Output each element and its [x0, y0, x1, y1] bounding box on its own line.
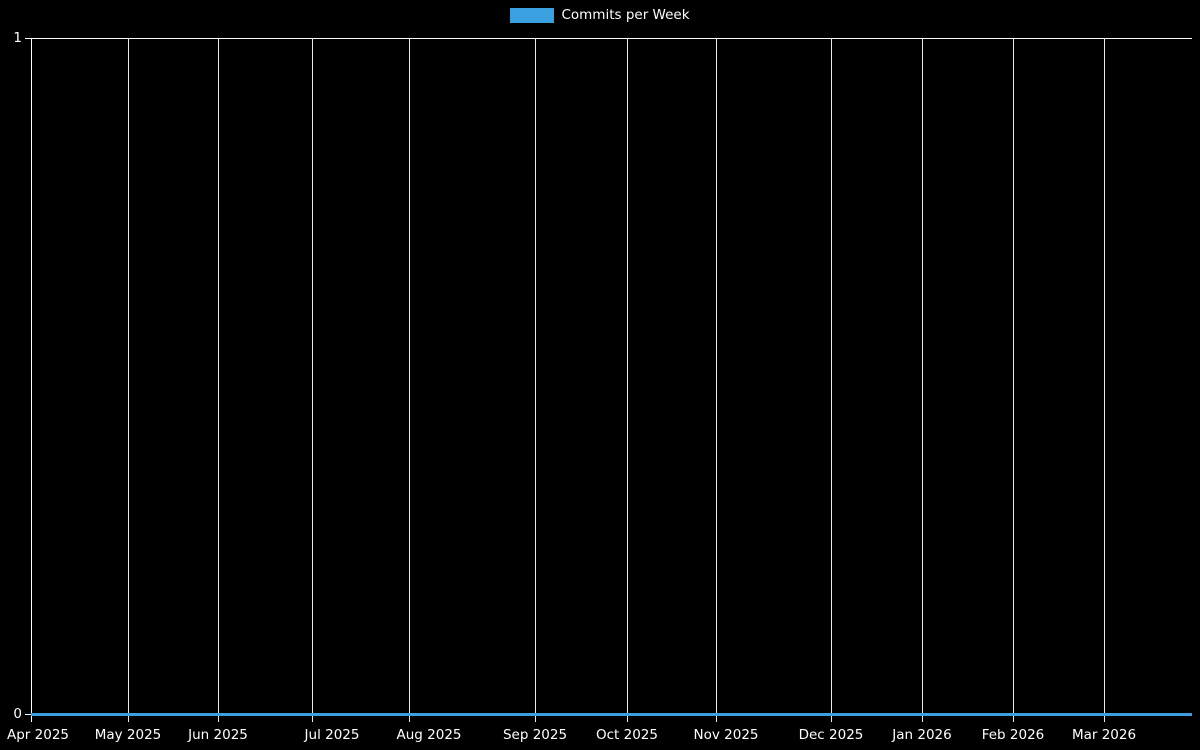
gridline-x-jul-2025 — [312, 38, 313, 722]
y-tick-mark-1 — [25, 38, 31, 39]
x-tick-label-nov-2025: Nov 2025 — [693, 727, 759, 743]
y-tick-label-0: 0 — [13, 706, 22, 722]
gridline-x-aug-2025 — [409, 38, 410, 722]
y-tick-mark-0 — [25, 714, 31, 715]
x-tick-label-mar-2026: Mar 2026 — [1071, 727, 1137, 743]
gridline-x-dec-2025 — [831, 38, 832, 722]
x-tick-label-dec-2025: Dec 2025 — [798, 727, 864, 743]
gridline-x-jun-2025 — [218, 38, 219, 722]
gridline-x-mar-2026 — [1104, 38, 1105, 722]
gridline-x-nov-2025 — [716, 38, 717, 722]
x-tick-label-oct-2025: Oct 2025 — [596, 727, 658, 743]
series-line-commits-per-week — [31, 713, 1192, 716]
chart-legend: Commits per Week — [0, 0, 1200, 30]
x-tick-label-sep-2025: Sep 2025 — [502, 727, 568, 743]
gridline-x-may-2025 — [128, 38, 129, 722]
gridline-x-oct-2025 — [627, 38, 628, 722]
gridline-x-jan-2026 — [922, 38, 923, 722]
x-tick-label-jul-2025: Jul 2025 — [304, 727, 360, 743]
x-tick-label-jun-2025: Jun 2025 — [188, 727, 248, 743]
x-tick-label-may-2025: May 2025 — [94, 727, 162, 743]
plot-area — [31, 38, 1192, 714]
y-axis-line — [31, 38, 32, 722]
legend-label-commits-per-week: Commits per Week — [561, 6, 690, 23]
x-tick-label-apr-2025: Apr 2025 — [6, 727, 70, 743]
x-tick-label-feb-2026: Feb 2026 — [981, 727, 1045, 743]
gridline-x-sep-2025 — [535, 38, 536, 722]
y-tick-label-1: 1 — [13, 30, 22, 46]
x-tick-label-aug-2025: Aug 2025 — [396, 727, 462, 743]
gridline-y-top — [31, 38, 1192, 39]
legend-swatch-commits-per-week — [510, 7, 555, 23]
x-tick-label-jan-2026: Jan 2026 — [892, 727, 952, 743]
gridline-x-feb-2026 — [1013, 38, 1014, 722]
